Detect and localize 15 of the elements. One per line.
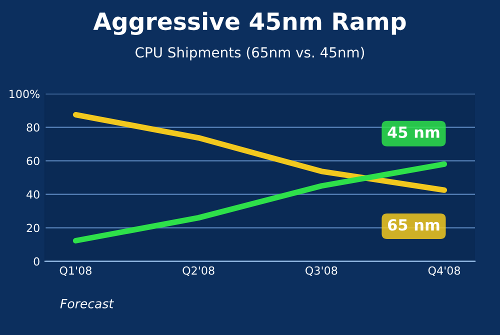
- y-tick-label: 40: [26, 190, 40, 199]
- y-tick-label: 60: [26, 156, 40, 166]
- x-tick-label: Q4'08: [428, 266, 460, 276]
- chart-title: Aggressive 45nm Ramp: [93, 12, 406, 35]
- chart-subtitle: CPU Shipments (65nm vs. 45nm): [136, 46, 364, 60]
- text: Forecast: [60, 299, 114, 308]
- x-tick-label: Q3'08: [306, 266, 338, 276]
- y-tick-label: 100%: [10, 90, 40, 98]
- y-tick-label: 0: [34, 257, 40, 266]
- y-tick-label: 20: [26, 224, 40, 232]
- series-label: 45 nm: [388, 126, 440, 138]
- y-tick-label: 80: [26, 123, 40, 132]
- series-label: 65 nm: [388, 219, 440, 231]
- x-tick-label: Q2'08: [182, 266, 214, 276]
- x-tick-label: Q1'08: [60, 266, 92, 276]
